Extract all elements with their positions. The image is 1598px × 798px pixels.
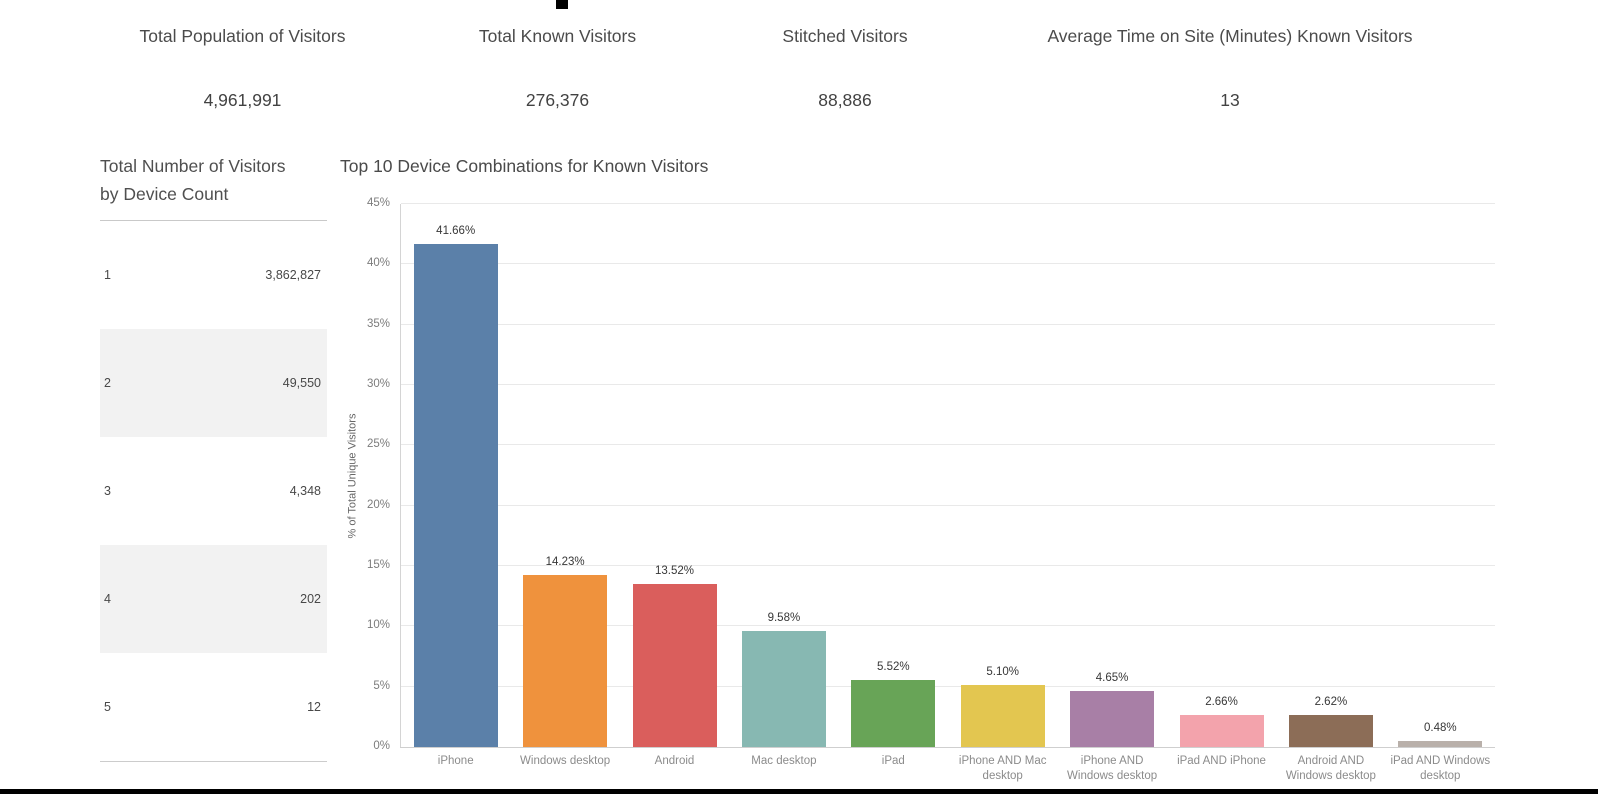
y-axis-tick-label: 40% [366,257,390,270]
bar-value-label: 4.65% [1095,671,1129,684]
x-axis-category-label: iPad AND iPhone [1177,755,1266,767]
bar-ipad[interactable] [851,680,936,747]
bar-value-label: 2.66% [1205,695,1238,708]
x-axis-category-label: Android AND Windows desktop [1285,755,1376,782]
kpi-avg-time-on-site: Average Time on Site (Minutes) Known Vis… [990,26,1470,110]
y-axis-tick-label: 25% [366,438,390,451]
x-axis-category-label: iPad AND Windows desktop [1390,755,1491,782]
bar-ipad-and-windows-desktop[interactable] [1398,741,1483,747]
x-axis-category-label: iPad [881,755,905,767]
table-bottom-divider [100,761,327,762]
kpi-value: 4,961,991 [203,90,282,110]
visitors-cell: 49,550 [282,376,321,390]
device-count-cell: 3 [104,484,111,498]
gridline [401,565,1495,566]
kpi-label: Total Known Visitors [478,26,637,46]
bar-iphone[interactable] [413,244,498,747]
gridline [401,263,1495,265]
window-bottom-edge [0,789,1598,794]
y-axis-title: % of Total Unique Visitors [346,413,358,538]
device-count-cell: 4 [104,592,111,606]
y-axis-tick-label: 10% [366,619,390,632]
gridline [401,384,1495,385]
y-axis-tick-label: 35% [366,317,390,330]
bar-value-label: 13.52% [654,564,694,577]
device-count-cell: 2 [104,376,111,390]
device-count-cell: 1 [104,268,111,282]
bar-iphone-and-windows-desktop[interactable] [1070,690,1155,747]
kpi-total-population: Total Population of Visitors 4,961,991 [65,26,420,110]
device-count-table-title: Total Number of Visitors by Device Count [100,156,286,204]
x-axis-line [400,747,1495,748]
gridline [401,444,1495,446]
bar-value-label: 9.58% [767,612,801,625]
x-axis-category-label: iPhone AND Mac desktop [958,755,1047,782]
x-axis-category-label: Android [654,755,695,767]
table-row[interactable]: 3 4,348 [100,437,327,545]
x-axis-category-label: iPhone AND Windows desktop [1067,755,1158,782]
table-row[interactable]: 1 3,862,827 [100,221,327,329]
device-count-cell: 5 [104,700,111,714]
y-axis-tick-label: 20% [366,498,390,511]
bar-value-label: 5.10% [986,666,1019,679]
chart-title: Top 10 Device Combinations for Known Vis… [340,156,709,176]
y-axis-tick-label: 45% [366,197,390,209]
kpi-value: 88,886 [818,90,872,110]
bar-iphone-and-mac-desktop[interactable] [960,685,1045,747]
gridline [401,504,1495,506]
kpi-label: Average Time on Site (Minutes) Known Vis… [1047,26,1413,46]
y-axis-tick-label: 0% [373,740,390,752]
kpi-value: 13 [1220,90,1240,110]
bar-ipad-and-iphone[interactable] [1179,714,1264,747]
bar-value-label: 5.52% [876,661,910,674]
kpi-total-known-visitors: Total Known Visitors 276,376 [420,26,695,110]
table-header-divider [100,220,327,221]
y-axis-tick-label: 30% [366,378,390,390]
bar-android-and-windows-desktop[interactable] [1288,715,1373,747]
cropped-title-fragment [556,0,568,9]
y-axis-line [400,204,401,748]
table-row[interactable]: 4 202 [100,545,327,653]
gridline [401,625,1495,627]
x-axis-category-label: Windows desktop [520,755,611,767]
y-axis-tick-label: 5% [373,679,390,692]
x-axis-category-label: iPhone [437,755,474,767]
table-row[interactable]: 5 12 [100,653,327,761]
bar-windows-desktop[interactable] [523,575,608,747]
visitors-cell: 12 [307,700,321,714]
gridline [401,685,1495,687]
device-count-table: Total Number of Visitors by Device Count… [100,152,327,762]
kpi-label: Total Population of Visitors [139,26,346,46]
x-axis-category-label: Mac desktop [751,755,817,767]
gridline [401,323,1495,325]
visitors-cell: 202 [300,592,321,606]
bar-mac-desktop[interactable] [741,631,826,747]
table-row[interactable]: 2 49,550 [100,329,327,437]
visitors-cell: 3,862,827 [265,268,321,282]
gridline [401,203,1495,204]
bar-android[interactable] [632,583,717,747]
bar-value-label: 2.62% [1314,696,1348,709]
bar-value-label: 0.48% [1423,722,1457,735]
device-count-rows: 1 3,862,827 2 49,550 3 4,348 4 202 5 12 [100,221,327,761]
y-axis-tick-label: 15% [366,559,390,571]
kpi-value: 276,376 [525,90,590,110]
bar-value-label: 41.66% [436,225,476,238]
bar-value-label: 14.23% [545,556,585,569]
kpi-label: Stitched Visitors [782,26,908,46]
visitors-cell: 4,348 [289,484,321,498]
kpi-stitched-visitors: Stitched Visitors 88,886 [710,26,980,110]
